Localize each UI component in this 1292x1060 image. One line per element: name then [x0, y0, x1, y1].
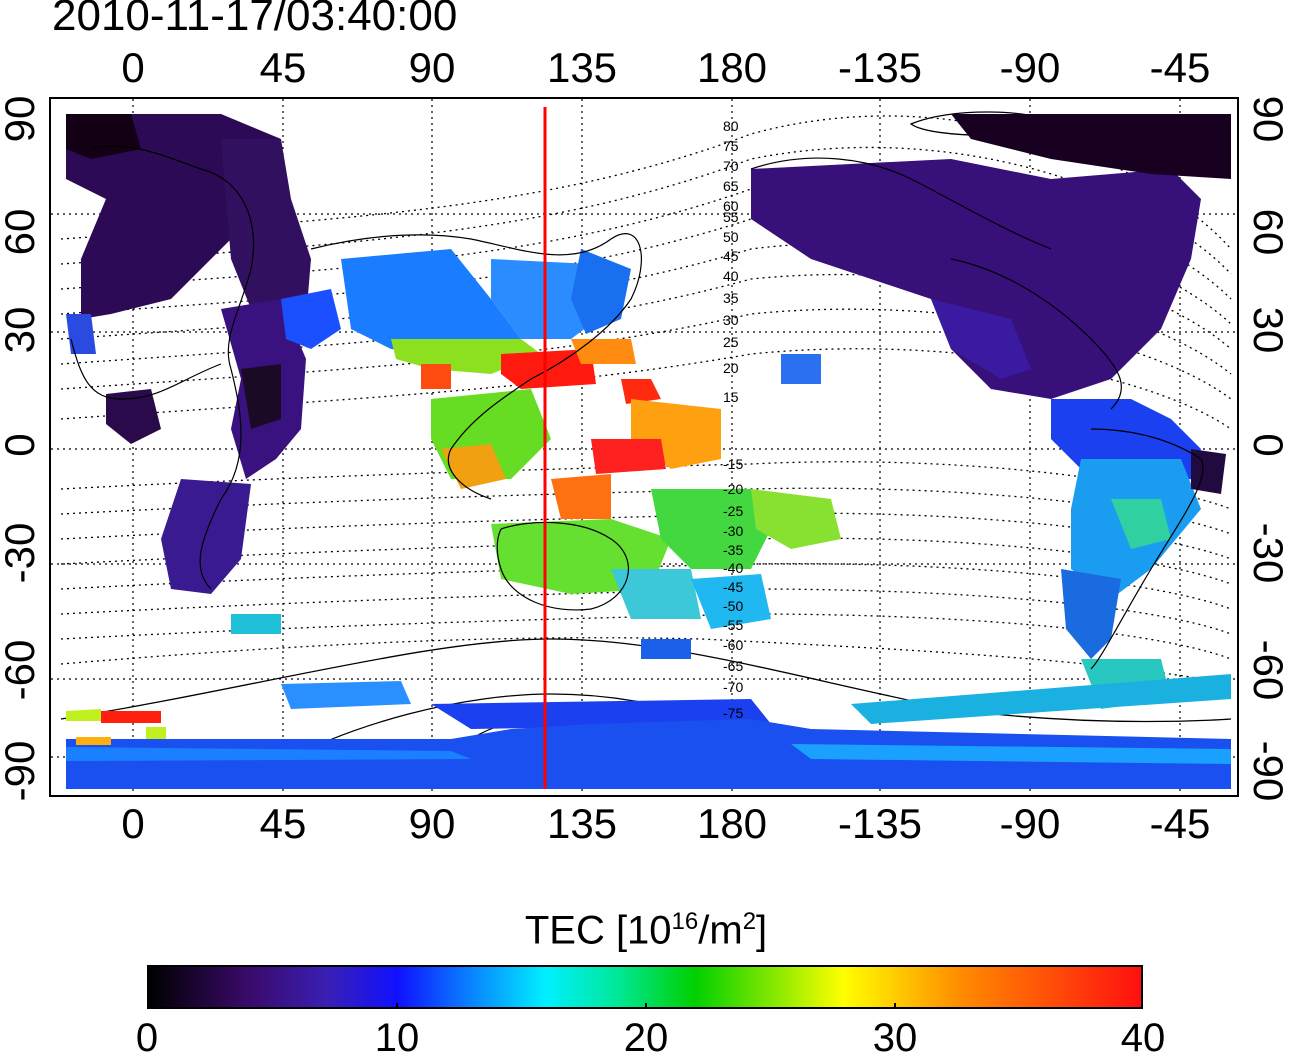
contour-label: -50 [723, 598, 743, 614]
contour-label: 30 [723, 312, 739, 328]
lat-tick-right-60: 60 [1245, 208, 1292, 256]
lat-tick-left-60: 60 [0, 208, 43, 256]
lat-tick-left-m60: -60 [0, 639, 43, 701]
coastlines [70, 145, 1204, 670]
contour-label: -65 [723, 658, 743, 674]
lat-tick-right-m90: -90 [1245, 740, 1292, 802]
colorbar-tick-mark [645, 1003, 647, 1009]
contour-label: 60 [723, 198, 739, 214]
contour-labels: 80 75 70 65 60 55 50 45 40 35 30 25 20 1… [723, 118, 743, 721]
contour-label: -20 [723, 481, 743, 497]
lon-tick-bottom-45: 45 [259, 800, 307, 847]
lat-tick-left-0: 0 [0, 433, 43, 457]
contour-label: -55 [723, 617, 743, 633]
colorbar-title-unit: /m [698, 908, 743, 953]
lat-tick-right-90: 90 [1245, 95, 1292, 143]
lon-tick-bottom-135: 135 [546, 800, 618, 847]
tec-map: 80 75 70 65 60 55 50 45 40 35 30 25 20 1… [49, 97, 1239, 797]
colorbar-title-exponent: 16 [671, 908, 699, 935]
contour-label: -25 [723, 503, 743, 519]
contour-label: 45 [723, 248, 739, 264]
tec-map-canvas: 80 75 70 65 60 55 50 45 40 35 30 25 20 1… [51, 99, 1237, 795]
colorbar-tick-mark [396, 1003, 398, 1009]
lat-tick-right-30: 30 [1245, 306, 1292, 354]
contour-label: -70 [723, 679, 743, 695]
contour-label: -40 [723, 560, 743, 576]
lon-tick-top-135: 135 [546, 44, 618, 91]
contour-label: 50 [723, 229, 739, 245]
lat-tick-left-m90: -90 [0, 740, 43, 802]
contour-label: -30 [723, 523, 743, 539]
lat-tick-right-0: 0 [1245, 433, 1292, 457]
contour-label: 40 [723, 268, 739, 284]
lon-tick-bottom-m45: -45 [1149, 800, 1211, 847]
tec-data-patches [66, 114, 1231, 789]
contour-label: 70 [723, 158, 739, 174]
contour-label: 80 [723, 118, 739, 134]
lon-tick-top-45: 45 [259, 44, 307, 91]
colorbar-tick-20: 20 [623, 1016, 669, 1060]
lat-tick-right-m30: -30 [1245, 522, 1292, 584]
lon-tick-bottom-m90: -90 [999, 800, 1061, 847]
lon-tick-top-0: 0 [121, 44, 145, 91]
lon-tick-bottom-180: 180 [696, 800, 768, 847]
colorbar-title: TEC [1016/m2] [0, 908, 1292, 953]
colorbar-title-text: TEC [10 [524, 908, 672, 953]
lat-tick-right-m60: -60 [1245, 639, 1292, 701]
colorbar-tick-40: 40 [1120, 1016, 1166, 1060]
colorbar-title-unit-exponent: 2 [742, 908, 757, 935]
colorbar-tick-0: 0 [135, 1016, 159, 1060]
colorbar-tick-30: 30 [872, 1016, 918, 1060]
lat-tick-left-90: 90 [0, 95, 43, 143]
contour-label: 55 [723, 209, 739, 225]
lon-tick-bottom-m135: -135 [837, 800, 923, 847]
contour-label: -60 [723, 637, 743, 653]
lon-tick-top-180: 180 [696, 44, 768, 91]
contour-label: 35 [723, 290, 739, 306]
colorbar-tick-mark [894, 1003, 896, 1009]
contour-label: -15 [723, 456, 743, 472]
lon-tick-top-m90: -90 [999, 44, 1061, 91]
contour-label: 25 [723, 334, 739, 350]
lat-tick-left-m30: -30 [0, 522, 43, 584]
contour-label: 15 [723, 389, 739, 405]
lon-tick-top-m45: -45 [1149, 44, 1211, 91]
contour-label: 20 [723, 360, 739, 376]
tec-colorbar [147, 965, 1143, 1009]
contour-label: 75 [723, 138, 739, 154]
colorbar-title-close: ] [756, 908, 768, 953]
colorbar-tick-10: 10 [374, 1016, 420, 1060]
lon-tick-top-m135: -135 [837, 44, 923, 91]
contour-label: -35 [723, 542, 743, 558]
contour-label: 65 [723, 178, 739, 194]
lon-tick-bottom-0: 0 [121, 800, 145, 847]
lon-tick-top-90: 90 [408, 44, 456, 91]
timestamp-title: 2010-11-17/03:40:00 [52, 0, 458, 40]
contour-label: -75 [723, 705, 743, 721]
lat-tick-left-30: 30 [0, 306, 43, 354]
contour-label: -45 [723, 579, 743, 595]
lon-tick-bottom-90: 90 [408, 800, 456, 847]
